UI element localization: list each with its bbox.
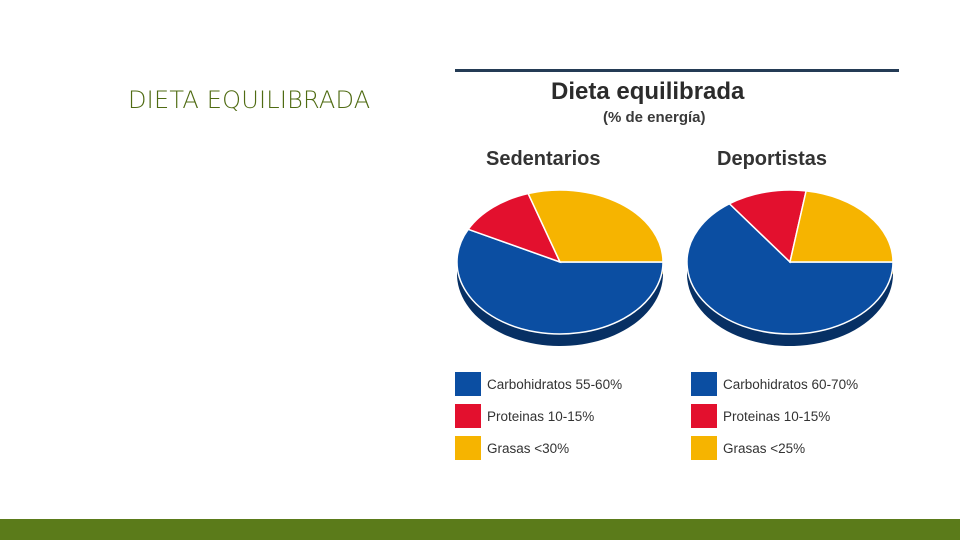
legend-label: Proteinas 10-15% xyxy=(723,408,831,424)
pie-charts xyxy=(456,189,894,347)
pie-slice-grasas xyxy=(789,190,894,263)
legend-item: Proteinas 10-15% xyxy=(455,400,622,432)
footer-accent-bar xyxy=(0,519,960,540)
legend-label: Carbohidratos 55-60% xyxy=(487,376,623,392)
legend-deportistas: Carbohidratos 60-70% Proteinas 10-15% Gr… xyxy=(691,368,858,464)
pie-label-deportistas: Deportistas xyxy=(717,148,828,170)
legend-item: Carbohidratos 55-60% xyxy=(455,368,622,400)
legend-item: Carbohidratos 60-70% xyxy=(691,368,858,400)
pie-slice-grasas xyxy=(527,189,664,263)
pie-slice-proteinas xyxy=(467,192,562,264)
legend-swatch-carbohidratos xyxy=(691,372,717,396)
legend-label: Proteinas 10-15% xyxy=(487,408,595,424)
legend-swatch-proteinas xyxy=(691,404,717,428)
legend-swatch-grasas xyxy=(691,436,717,460)
diet-chart-figure: Dieta equilibrada (% de energía) Sedenta… xyxy=(455,69,899,460)
pie-slice-proteinas xyxy=(728,189,808,264)
pie-label-sedentarios: Sedentarios xyxy=(486,148,601,170)
chart-subtitle: (% de energía) xyxy=(603,109,706,126)
slide-title: DIETA EQUILIBRADA xyxy=(128,86,371,114)
legend-swatch-carbohidratos xyxy=(455,372,481,396)
chart-title: Dieta equilibrada xyxy=(551,78,745,105)
legend-item: Proteinas 10-15% xyxy=(691,400,858,432)
pie-slice-carbohidratos xyxy=(686,202,894,335)
legend-item: Grasas <30% xyxy=(455,432,622,464)
pie-slice-carbohidratos xyxy=(456,228,664,335)
legend-item: Grasas <25% xyxy=(691,432,858,464)
legend-sedentarios: Carbohidratos 55-60% Proteinas 10-15% Gr… xyxy=(455,368,622,464)
legend-label: Grasas <25% xyxy=(723,440,806,456)
legend-label: Carbohidratos 60-70% xyxy=(723,376,859,392)
legend-swatch-grasas xyxy=(455,436,481,460)
legend-swatch-proteinas xyxy=(455,404,481,428)
legend-label: Grasas <30% xyxy=(487,440,570,456)
